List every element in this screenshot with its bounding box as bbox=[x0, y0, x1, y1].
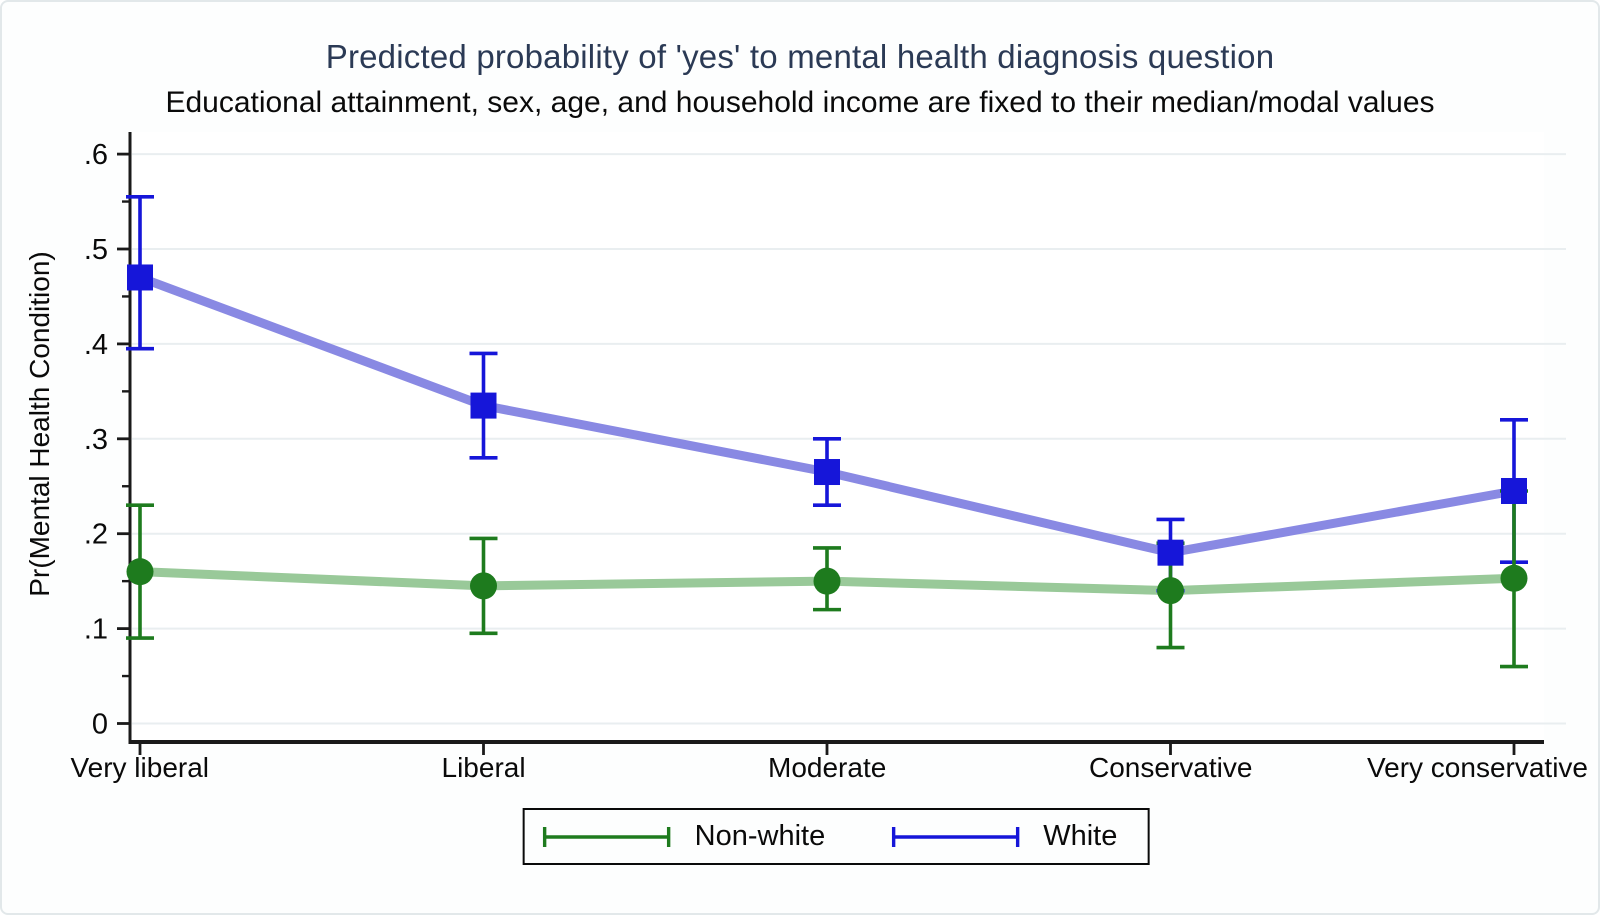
y-tick-label: 0 bbox=[92, 709, 108, 741]
marker-square bbox=[127, 264, 153, 291]
marker-circle bbox=[1500, 564, 1528, 592]
y-tick-label: .1 bbox=[84, 614, 108, 646]
x-axis-label: Very liberal bbox=[70, 752, 210, 783]
error-bar-glyph-white bbox=[891, 826, 1019, 847]
legend-label-white: White bbox=[1043, 820, 1118, 852]
marker-circle bbox=[126, 558, 154, 586]
chart-subtitle: Educational attainment, sex, age, and ho… bbox=[165, 86, 1435, 119]
marker-circle bbox=[813, 567, 841, 595]
y-tick-label: .5 bbox=[84, 234, 108, 266]
marker-square bbox=[470, 392, 497, 419]
y-tick-label: .6 bbox=[84, 139, 108, 171]
x-axis-label: Moderate bbox=[768, 752, 887, 783]
marker-circle bbox=[1157, 577, 1184, 605]
y-tick-label: .2 bbox=[84, 519, 108, 551]
legend: Non-white White bbox=[522, 808, 1150, 865]
x-axis-label: Liberal bbox=[441, 752, 526, 783]
y-tick-label: .4 bbox=[84, 329, 108, 361]
x-axis-label: Very conservative bbox=[1367, 752, 1588, 783]
marker-circle bbox=[470, 572, 497, 600]
legend-item-nonwhite: Non-white bbox=[541, 820, 826, 853]
chart-title: Predicted probability of 'yes' to mental… bbox=[325, 38, 1275, 75]
y-tick-label: .3 bbox=[84, 424, 108, 456]
x-axis-label: Conservative bbox=[1089, 752, 1253, 783]
marker-square bbox=[1157, 539, 1184, 566]
error-bar-glyph-nonwhite bbox=[542, 826, 671, 847]
legend-label-nonwhite: Non-white bbox=[694, 820, 826, 852]
marker-square bbox=[814, 459, 840, 486]
legend-item-white: White bbox=[889, 820, 1117, 853]
marker-square bbox=[1501, 477, 1527, 504]
